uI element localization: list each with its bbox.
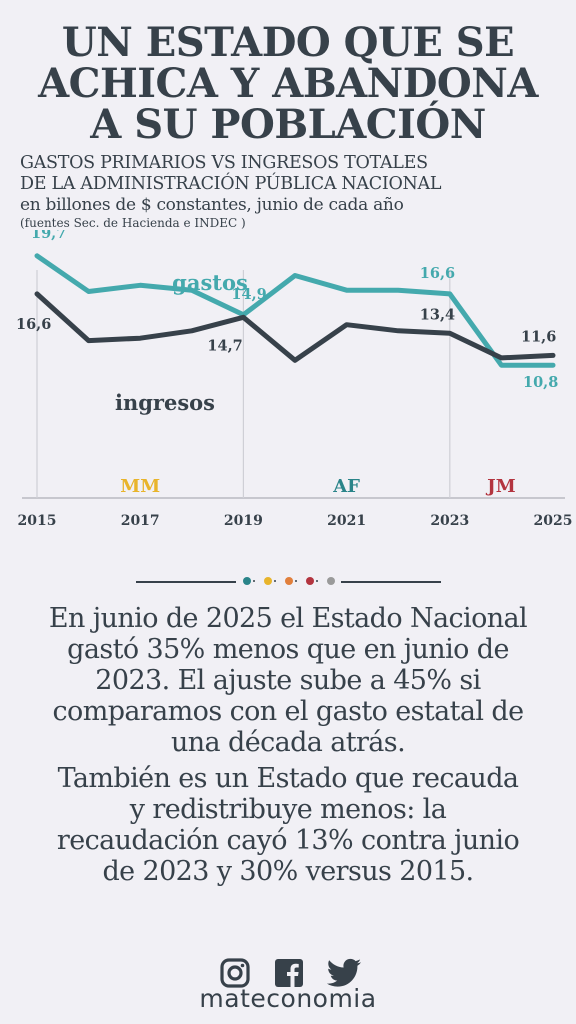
divider-dot-small [295,580,297,582]
paragraph-revenue: También es un Estado que recauda y redis… [24,763,552,887]
twitter-icon[interactable] [326,958,362,988]
x-tick-label: 2015 [18,513,57,529]
paragraph-line: comparamos con el gasto estatal de [52,696,525,727]
x-tick-label: 2017 [121,513,160,529]
x-tick-label: 2025 [534,513,573,529]
period-label: JM [485,476,516,497]
divider-dot [243,577,251,585]
divider-dot [285,577,293,585]
data-label-gastos: 14,9 [231,286,266,303]
subtitle-units: en billones de $ constantes, junio de ca… [20,195,404,215]
subtitle-line-2: DE LA ADMINISTRACIÓN PÚBLICA NACIONAL [20,174,442,194]
data-label-gastos: 16,6 [420,265,455,282]
subtitle-sources: (fuentes Sec. de Hacienda e INDEC ) [20,216,246,230]
subtitle-line-1: GASTOS PRIMARIOS VS INGRESOS TOTALES [20,153,428,173]
instagram-icon[interactable] [220,958,250,988]
brand-name: mateconomia [199,984,377,1013]
social-links [216,958,366,992]
period-label: MM [120,476,160,497]
paragraph-line: gastó 35% menos que en junio de [67,634,509,665]
line-chart: 2015 2017 2019 2021 2023 2025 MM AF JM gastos ingr… [16,230,573,529]
x-tick-label: 2021 [327,513,366,529]
paragraph-line: recaudación cayó 13% contra junio [56,825,520,856]
paragraph-line: una década atrás. [170,727,406,758]
data-label-ingresos: 14,7 [207,337,242,354]
series-label-gastos: gastos [172,270,248,295]
divider-dot [306,577,314,585]
divider-dot-small [274,580,276,582]
headline-line: ACHICA Y ABANDONA [38,60,538,107]
divider-dot-small [253,580,255,582]
paragraph-line: En junio de 2025 el Estado Nacional [48,603,528,634]
period-label: AF [332,476,360,497]
facebook-icon[interactable] [274,958,304,988]
section-divider [136,572,441,592]
series-label-ingresos: ingresos [115,390,215,415]
headline-line: A SU POBLACIÓN [90,101,486,148]
paragraph-line: 2023. El ajuste sube a 45% si [95,665,481,696]
series-line-gastos [34,253,556,368]
headline-line: UN ESTADO QUE SE [61,19,515,66]
divider-line-left [136,581,236,583]
x-tick-label: 2019 [224,513,263,529]
paragraph-line: y redistribuye menos: la [129,794,447,825]
divider-dot [264,577,272,585]
headline: UN ESTADO QUE SE ACHICA Y ABANDONA A SU … [0,22,576,145]
divider-line-right [341,581,441,583]
series-line-ingresos [34,291,556,363]
chart-subtitle: GASTOS PRIMARIOS VS INGRESOS TOTALES DE … [20,153,565,231]
data-label-gastos: 19,7 [31,230,66,242]
paragraph-line: También es un Estado que recauda [57,763,519,794]
divider-dot [327,577,335,585]
paragraph-line: de 2023 y 30% versus 2015. [102,856,474,887]
paragraph-spending: En junio de 2025 el Estado Nacional gast… [24,603,552,758]
x-tick-label: 2023 [430,513,469,529]
data-label-ingresos: 11,6 [521,328,556,345]
data-label-ingresos: 16,6 [16,316,51,333]
data-label-gastos: 10,8 [523,374,558,391]
data-label-ingresos: 13,4 [420,306,455,323]
divider-dot-small [316,580,318,582]
